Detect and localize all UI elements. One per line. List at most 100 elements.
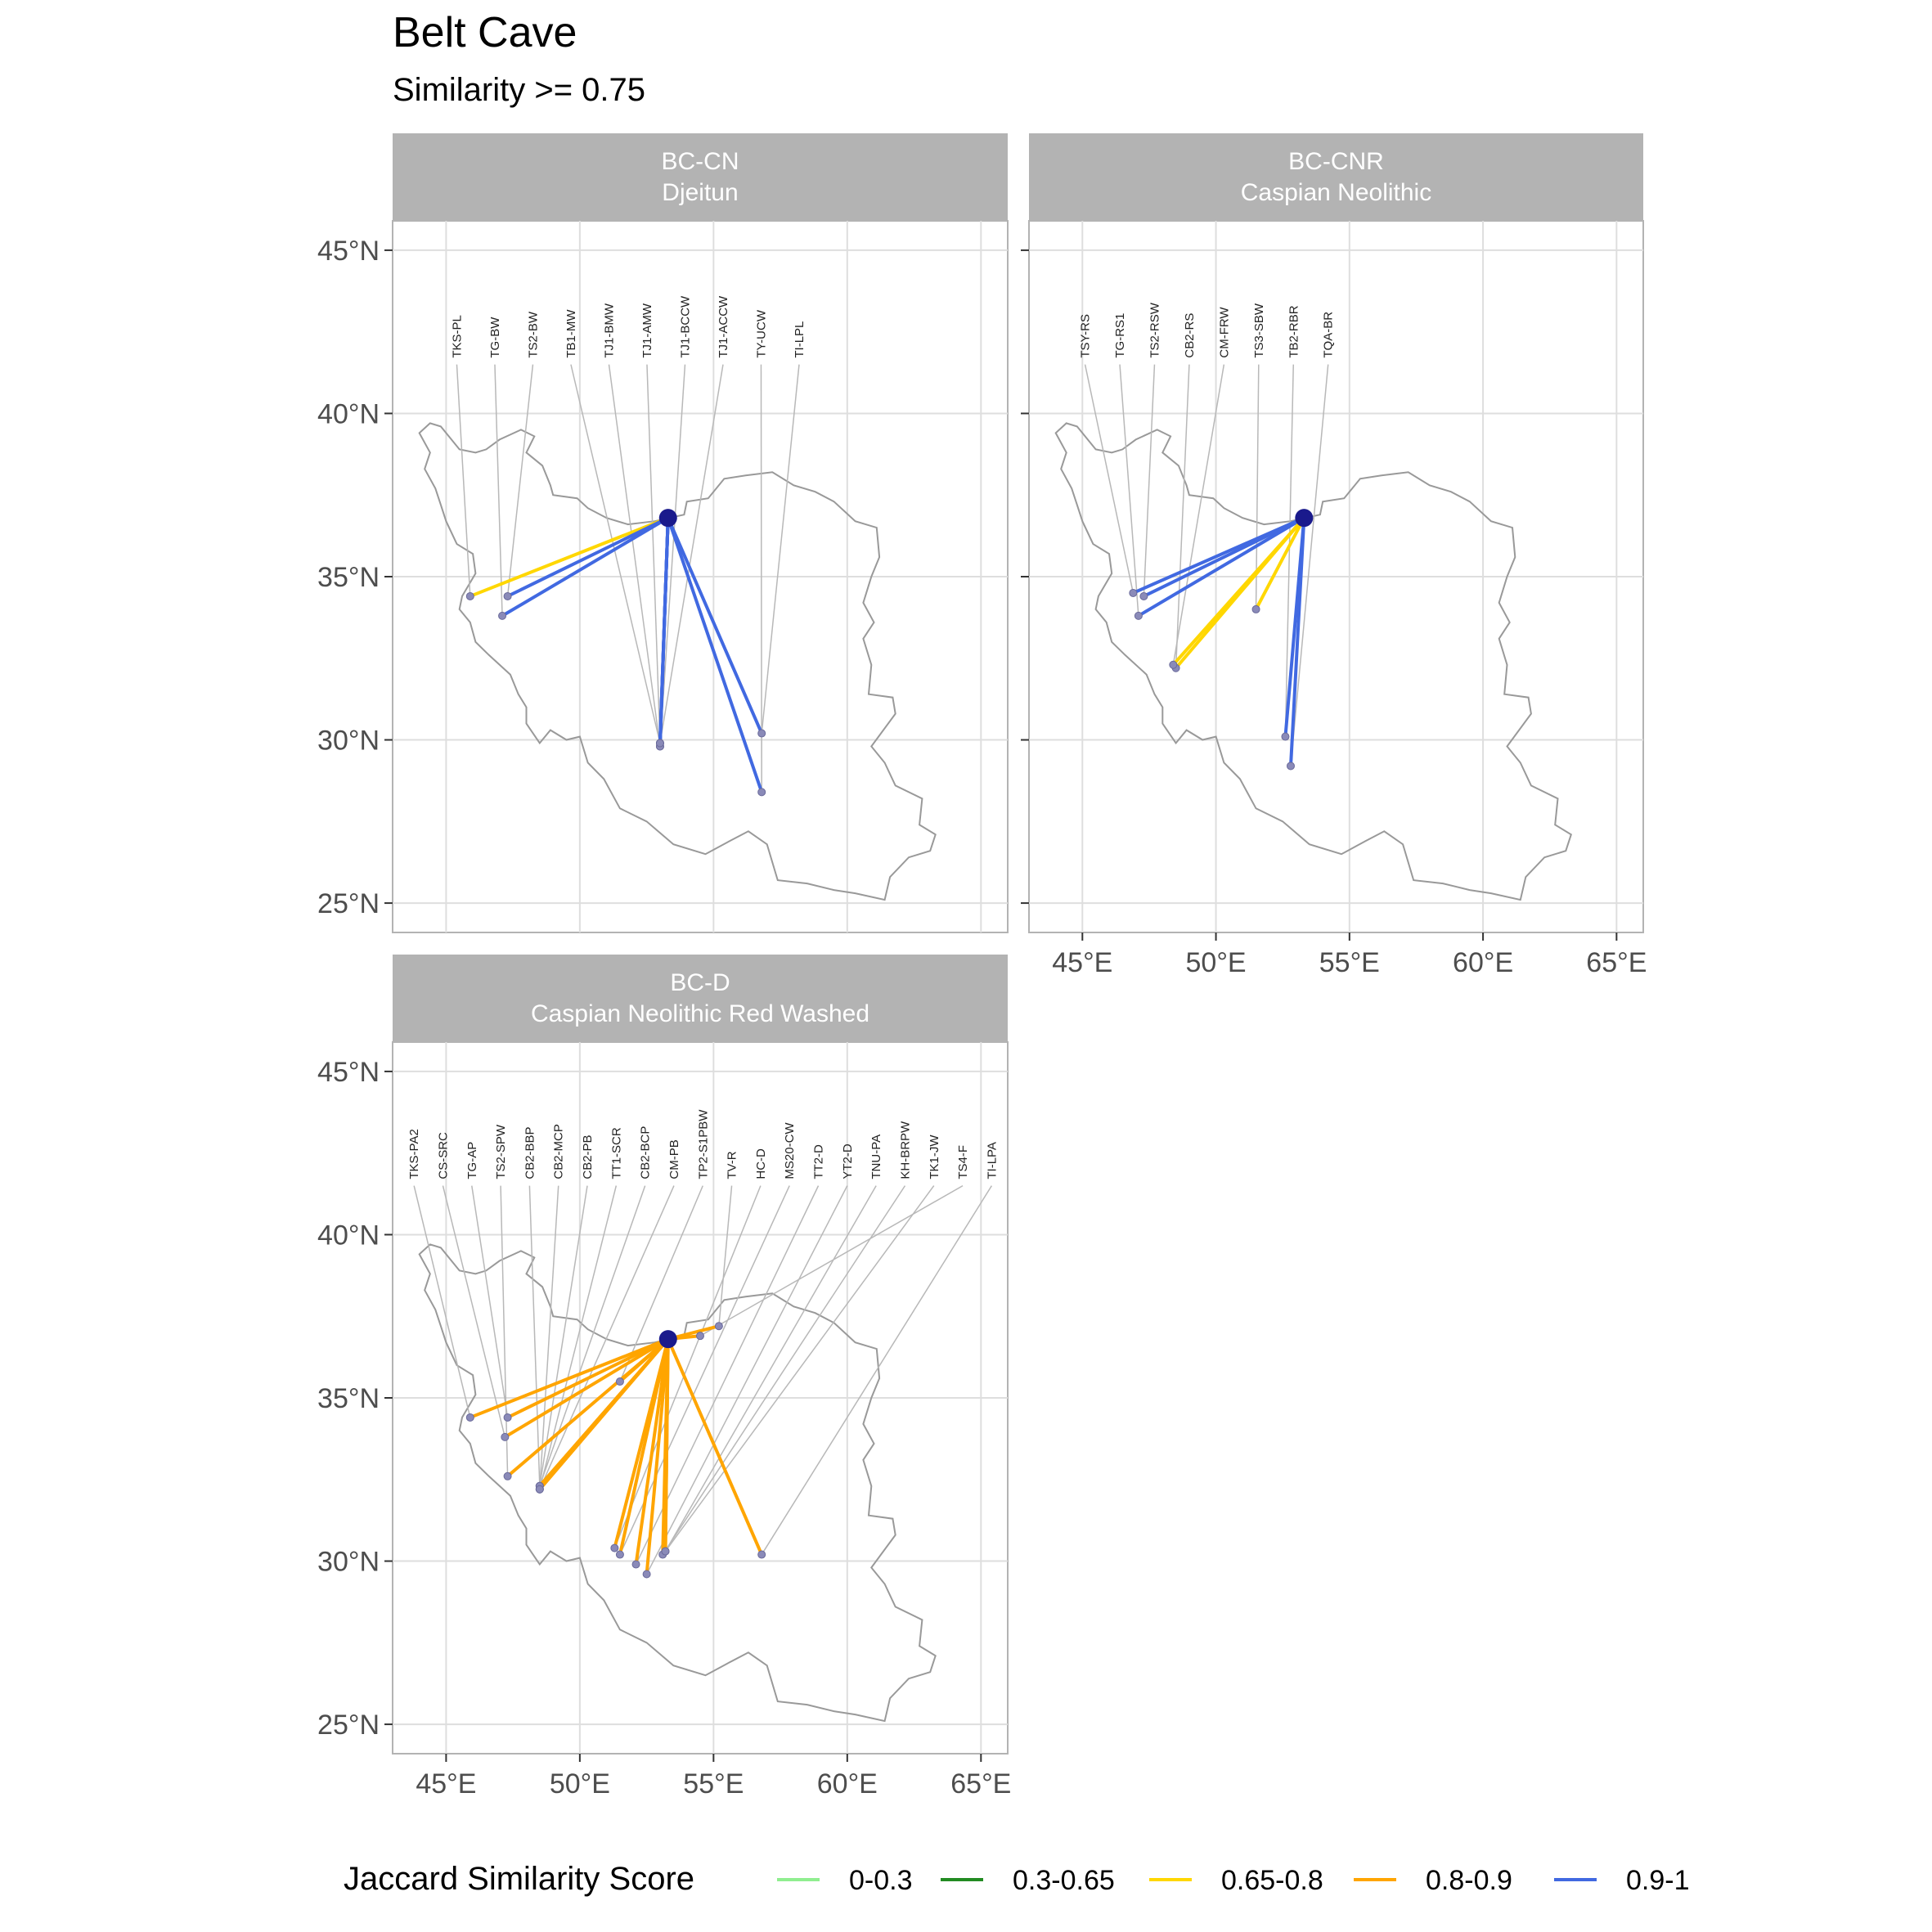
panels-layer: BC-CN Djeitun 45°N 40°N 35°N 30°N 25°N TKS-PL TG… — [317, 133, 1647, 1799]
site-point — [1139, 591, 1148, 600]
lat-tick-label: 45°N — [317, 236, 380, 267]
site-label: TSY-RS — [1079, 314, 1093, 358]
lat-tick-label: 35°N — [317, 1383, 380, 1414]
lon-tick-label: 65°E — [950, 1768, 1011, 1799]
connection-line — [1254, 516, 1306, 611]
site-label: KH-BRPW — [898, 1121, 912, 1179]
site-label: TK1-JW — [928, 1134, 941, 1179]
site-label: TV-R — [726, 1151, 739, 1179]
site-point — [1286, 762, 1295, 771]
site-label: TB1-MW — [564, 309, 578, 358]
site-point — [757, 1550, 766, 1559]
site-label: TS2-RSW — [1148, 302, 1161, 357]
label-leader — [539, 1185, 675, 1490]
label-leader — [659, 364, 724, 744]
connection-line — [501, 516, 670, 618]
panel-strip-label: BC-D — [670, 969, 730, 996]
lon-tick-label: 50°E — [550, 1768, 610, 1799]
site-label: TY-UCW — [754, 309, 768, 357]
connection-line — [503, 1337, 670, 1439]
origin-point — [1295, 509, 1314, 528]
site-label: TB2-RBR — [1287, 305, 1301, 357]
panel-strip-sublabel: Caspian Neolithic Red Washed — [531, 1000, 869, 1027]
label-leader — [539, 1185, 646, 1487]
lat-tick-label: 40°N — [317, 1220, 380, 1251]
panel-strip-sublabel: Djeitun — [662, 179, 738, 206]
connection-line — [505, 1337, 670, 1419]
label-leader — [608, 364, 661, 747]
lon-tick-label: 60°E — [817, 1768, 878, 1799]
legend: Jaccard Similarity Score 0-0.3 0.3-0.65 0.6… — [344, 1861, 1690, 1897]
panel-BC-CNR: BC-CNR Caspian Neolithic 45°E 50°E 55°E 60°E 6… — [1021, 133, 1647, 978]
connection-line — [1142, 516, 1306, 598]
label-leader — [664, 1185, 877, 1552]
label-leader — [761, 364, 800, 734]
site-point — [1134, 611, 1143, 620]
label-leader — [442, 1185, 506, 1438]
legend-item: 0.9-1 — [1554, 1865, 1690, 1896]
legend-label: 0.8-0.9 — [1426, 1865, 1512, 1896]
site-point — [535, 1485, 544, 1494]
lat-tick-label: 45°N — [317, 1057, 380, 1088]
site-label: TS4-F — [956, 1145, 970, 1179]
site-label: TS2-BW — [526, 311, 540, 358]
lon-tick-label: 50°E — [1186, 947, 1247, 978]
site-label: TG-AP — [465, 1142, 479, 1179]
legend-label: 0.3-0.65 — [1013, 1865, 1115, 1896]
connection-line — [1136, 516, 1306, 618]
site-label: CB2-BCP — [639, 1126, 653, 1179]
connection-line — [505, 516, 670, 598]
label-leader — [1143, 364, 1156, 596]
site-label: TI-LPA — [985, 1142, 999, 1179]
site-label: TKS-PL — [450, 315, 464, 358]
site-point — [642, 1570, 651, 1579]
label-leader — [761, 1185, 993, 1555]
label-leader — [500, 1185, 509, 1476]
site-label: TS3-SBW — [1252, 303, 1266, 358]
country-outline — [418, 422, 937, 901]
lon-tick-label: 45°E — [1052, 947, 1112, 978]
legend-label: 0-0.3 — [849, 1865, 913, 1896]
label-leader — [659, 364, 686, 747]
site-point — [757, 729, 766, 738]
label-leader — [1175, 364, 1190, 668]
legend-item: 0.3-0.65 — [941, 1865, 1115, 1896]
label-leader — [1290, 364, 1329, 766]
site-point — [503, 1471, 512, 1480]
connection-line — [645, 1337, 670, 1576]
origin-point — [658, 509, 677, 528]
lon-tick-label: 60°E — [1453, 947, 1513, 978]
label-leader — [662, 1185, 906, 1555]
lon-tick-label: 45°E — [416, 1768, 476, 1799]
site-label: CB2-PB — [581, 1134, 595, 1179]
site-point — [615, 1550, 624, 1559]
connection-line — [468, 1337, 670, 1419]
label-leader — [539, 1185, 559, 1489]
site-point — [503, 591, 512, 600]
site-label: TG-BW — [488, 317, 502, 358]
label-leader — [413, 1185, 471, 1418]
lon-tick-label: 55°E — [1319, 947, 1380, 978]
site-label: TT2-D — [812, 1144, 826, 1179]
country-outline — [418, 1243, 937, 1723]
label-leader — [613, 1185, 762, 1548]
site-label: CM-PB — [667, 1139, 681, 1179]
label-leader — [539, 1185, 588, 1486]
label-leader — [664, 1185, 935, 1552]
site-label: CB2-BBP — [523, 1126, 537, 1179]
label-leader — [1255, 364, 1260, 609]
label-leader — [1284, 364, 1295, 737]
label-leader — [1119, 364, 1139, 616]
site-label: TP2-S1PBW — [696, 1109, 710, 1179]
label-leader — [718, 1185, 733, 1327]
connection-line — [666, 516, 764, 794]
panel-strip — [393, 133, 1008, 221]
connection-line — [618, 1337, 670, 1557]
site-point — [1251, 604, 1260, 613]
connection-line — [666, 1337, 764, 1557]
connection-line — [537, 1337, 670, 1491]
site-point — [696, 1332, 704, 1341]
site-point — [1129, 588, 1138, 597]
site-point — [503, 1413, 512, 1422]
